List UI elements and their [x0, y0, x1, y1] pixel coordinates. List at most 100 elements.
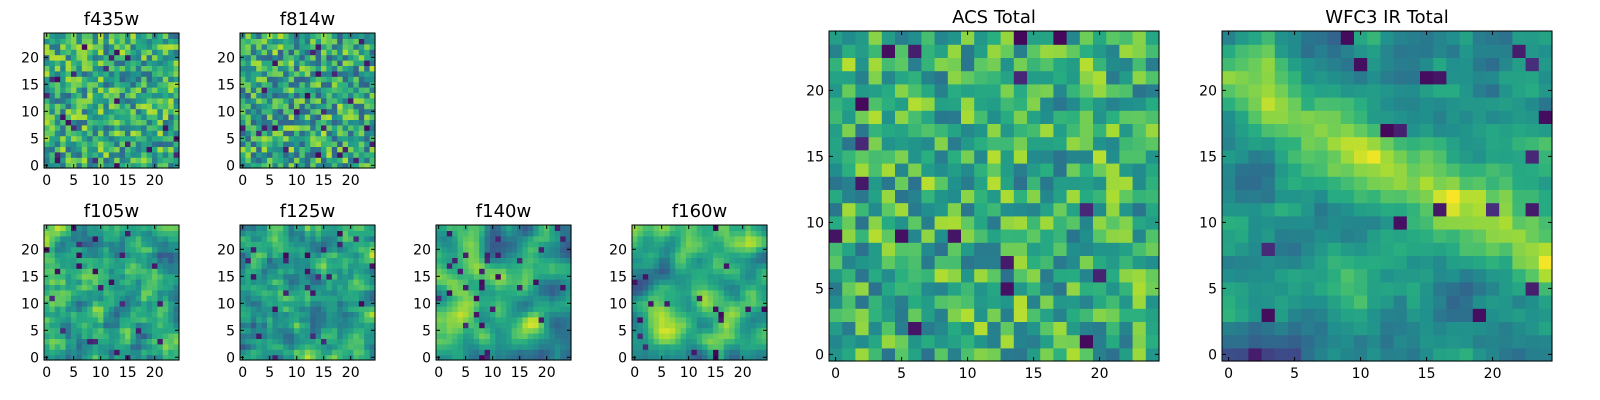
heatmap-cell	[114, 70, 121, 77]
heatmap-cell	[71, 300, 77, 307]
heatmap-cell	[250, 97, 257, 104]
heatmap-cell	[288, 49, 295, 56]
heatmap-cell	[468, 241, 475, 248]
heatmap-cell	[369, 279, 376, 285]
heatmap-cell	[1288, 321, 1302, 336]
heatmap-cell	[299, 81, 306, 88]
heatmap-cell	[1459, 215, 1474, 230]
heatmap-cell	[119, 338, 126, 345]
heatmap-cell	[114, 87, 121, 93]
heatmap-cell	[947, 44, 962, 58]
heatmap-cell	[256, 151, 263, 158]
heatmap-cell	[921, 70, 936, 85]
heatmap-cell	[881, 163, 896, 177]
heatmap-cell	[441, 235, 448, 242]
heatmap-cell	[664, 311, 671, 318]
heatmap-cell	[1446, 229, 1461, 243]
heatmap-cell	[648, 284, 655, 291]
heatmap-cell	[669, 225, 676, 231]
heatmap-cell	[299, 306, 306, 312]
heatmap-cell	[1027, 189, 1041, 204]
heatmap-cell	[245, 316, 252, 323]
heatmap-cell	[522, 343, 529, 350]
heatmap-cell	[702, 311, 709, 318]
heatmap-cell	[637, 327, 644, 334]
heatmap-cell	[294, 322, 300, 329]
heatmap-cell	[1261, 268, 1276, 283]
heatmap-cell	[517, 311, 523, 318]
heatmap-cell	[479, 300, 486, 307]
heatmap-cell	[358, 262, 365, 269]
heatmap-cell	[468, 343, 475, 350]
heatmap-cell	[173, 306, 180, 312]
heatmap-cell	[675, 311, 682, 318]
heatmap-cell	[457, 273, 464, 280]
heatmap-cell	[1079, 229, 1094, 243]
heatmap-cell	[315, 43, 322, 50]
heatmap-cell	[1354, 281, 1368, 296]
heatmap-cell	[1053, 176, 1068, 190]
heatmap-cell	[653, 246, 660, 253]
heatmap-cell	[745, 300, 752, 307]
heatmap-cell	[108, 119, 115, 126]
heatmap-cell	[71, 268, 77, 275]
heatmap-cell	[348, 333, 354, 339]
heatmap-cell	[54, 81, 61, 88]
heatmap-cell	[696, 273, 703, 280]
heatmap-cell	[168, 65, 175, 72]
heatmap-cell	[441, 327, 448, 334]
heatmap-cell	[310, 284, 317, 291]
heatmap-cell	[60, 343, 67, 350]
heatmap-cell	[250, 252, 257, 258]
heatmap-cell	[76, 162, 83, 169]
heatmap-cell	[1433, 163, 1447, 177]
heatmap-cell	[348, 65, 354, 72]
heatmap-cell	[168, 279, 175, 285]
heatmap-cell	[321, 257, 327, 264]
heatmap-cell	[152, 230, 158, 237]
heatmap-cell	[114, 103, 121, 110]
heatmap-cell	[1525, 295, 1540, 309]
heatmap-cell	[1053, 163, 1068, 177]
heatmap-cell	[152, 306, 158, 312]
heatmap-cell	[1288, 255, 1302, 270]
heatmap-cell	[364, 43, 371, 50]
heatmap-cell	[81, 60, 88, 66]
heatmap-cell	[895, 321, 909, 336]
heatmap-cell	[881, 281, 896, 296]
heatmap-cell	[157, 268, 164, 275]
heatmap-cell	[240, 43, 246, 50]
heatmap-cell	[457, 343, 464, 350]
heatmap-cell	[92, 124, 99, 131]
heatmap-cell	[71, 103, 77, 110]
heatmap-cell	[729, 343, 736, 350]
heatmap-cell	[560, 268, 567, 275]
heatmap-cell	[92, 97, 99, 104]
heatmap-cell	[653, 273, 660, 280]
heatmap-cell	[1472, 229, 1487, 243]
heatmap-cell	[141, 65, 148, 72]
heatmap-cell	[65, 103, 72, 110]
heatmap-cell	[473, 349, 480, 356]
heatmap-cell	[119, 246, 126, 253]
heatmap-cell	[1420, 163, 1434, 177]
heatmap-cell	[146, 65, 153, 72]
heatmap-cell	[60, 327, 67, 334]
heatmap-cell	[560, 241, 567, 248]
heatmap-cell	[490, 235, 496, 242]
heatmap-cell	[348, 338, 354, 345]
heatmap-cell	[108, 225, 115, 231]
heatmap-cell	[261, 151, 268, 158]
heatmap-cell	[921, 215, 936, 230]
heatmap-cell	[44, 87, 50, 93]
heatmap-cell	[1093, 268, 1107, 283]
heatmap-cell	[702, 235, 709, 242]
heatmap-cell	[283, 311, 290, 318]
heatmap-cell	[1132, 176, 1147, 190]
heatmap-cell	[250, 338, 257, 345]
heatmap-cell	[173, 279, 180, 285]
heatmap-cell	[304, 230, 311, 237]
heatmap-cell	[1066, 281, 1081, 296]
heatmap-cell	[288, 225, 295, 231]
heatmap-cell	[87, 289, 94, 296]
